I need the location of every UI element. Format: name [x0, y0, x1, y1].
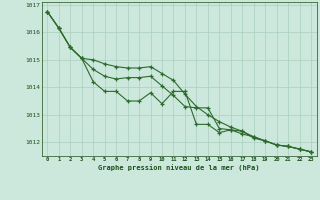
X-axis label: Graphe pression niveau de la mer (hPa): Graphe pression niveau de la mer (hPa) [99, 164, 260, 171]
